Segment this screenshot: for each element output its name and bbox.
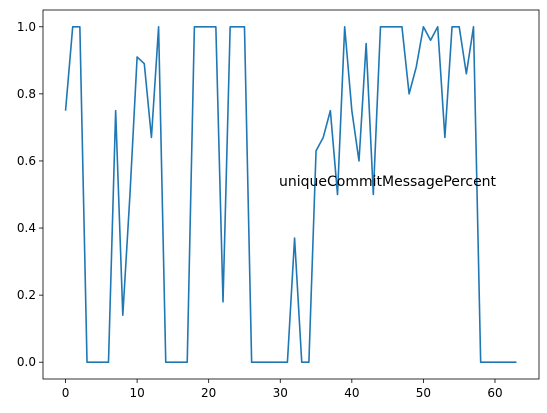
series-layer bbox=[64, 25, 517, 364]
x-tick-label: 30 bbox=[273, 386, 288, 400]
x-tick-label: 60 bbox=[487, 386, 502, 400]
x-tick-label: 20 bbox=[201, 386, 216, 400]
x-axis-ticks: 0 10 20 30 40 50 60 bbox=[62, 379, 503, 400]
series-annotation: uniqueCommitMessagePercent bbox=[279, 174, 497, 190]
y-tick-label: 1.0 bbox=[17, 20, 36, 34]
y-tick-label: 0.2 bbox=[17, 288, 36, 302]
x-tick-label: 50 bbox=[416, 386, 431, 400]
x-tick-label: 10 bbox=[129, 386, 144, 400]
series-line-0 bbox=[64, 25, 517, 364]
y-tick-label: 0.0 bbox=[17, 355, 36, 369]
x-tick-label: 0 bbox=[62, 386, 70, 400]
y-tick-label: 0.8 bbox=[17, 87, 36, 101]
plot-frame bbox=[42, 9, 540, 380]
x-tick-label: 40 bbox=[344, 386, 359, 400]
y-tick-label: 0.6 bbox=[17, 154, 36, 168]
y-axis-ticks: 0.0 0.2 0.4 0.6 0.8 1.0 bbox=[17, 20, 43, 369]
y-tick-label: 0.4 bbox=[17, 221, 36, 235]
plot-area bbox=[43, 10, 539, 379]
